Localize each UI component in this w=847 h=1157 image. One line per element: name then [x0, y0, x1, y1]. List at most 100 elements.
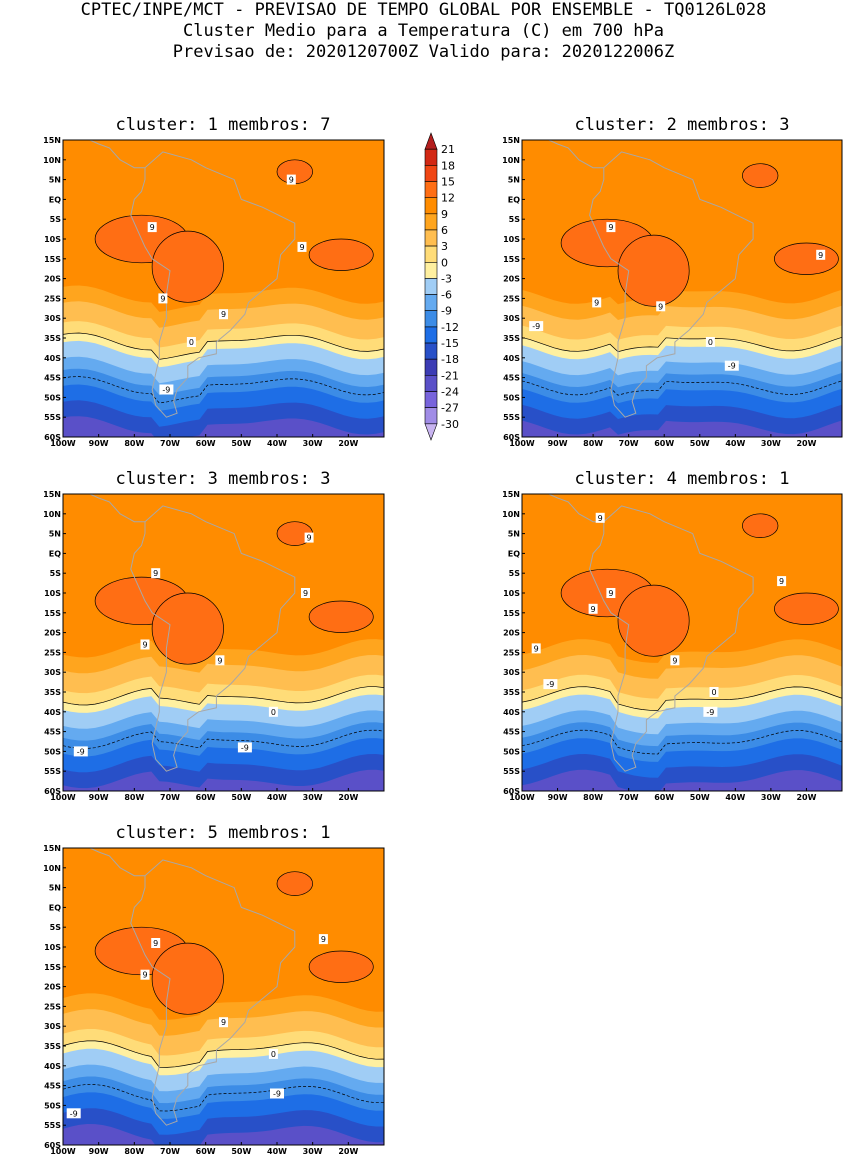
contour-0: [522, 336, 842, 353]
y-tick-label: 45S: [44, 1082, 61, 1091]
central-america-coast: [88, 140, 145, 169]
colorbar-label: -12: [441, 321, 459, 334]
y-tick-label: 60S: [44, 433, 61, 442]
panel-title: cluster: 4 membros: 1: [575, 469, 790, 489]
contour-minus9: [63, 376, 384, 404]
x-tick-label: 40W: [267, 793, 287, 802]
temperature-band: [63, 769, 384, 791]
central-america-coast: [88, 848, 145, 877]
x-tick-label: 100W: [50, 1147, 76, 1156]
contour-label-box: [670, 655, 680, 666]
colorbar-label: 12: [441, 192, 455, 205]
y-tick-label: 55S: [44, 1121, 61, 1130]
colorbar-swatch: [424, 197, 438, 215]
contour-label: 9: [289, 176, 294, 185]
y-tick-label: 60S: [44, 787, 61, 796]
y-tick-label: 25S: [44, 1002, 61, 1011]
figure-header: CPTEC/INPE/MCT - PREVISAO DE TEMPO GLOBA…: [0, 0, 847, 63]
contour-label: 9: [307, 534, 312, 543]
y-tick-label: 5N: [49, 884, 61, 893]
warm-region-9: [308, 950, 374, 983]
coastline: [589, 151, 754, 418]
y-tick-label: EQ: [49, 903, 61, 912]
y-tick-label: 10N: [43, 156, 61, 165]
map-panel-2: 9 9 9 9 -9 0 -9 cluster: 2 membros: 3 15N 10N 5N EQ…: [502, 115, 843, 448]
contour-label-box: [318, 934, 328, 945]
warm-region-9: [308, 600, 374, 633]
contour-label: 9: [608, 223, 613, 232]
map-panel-4: 9 9 9 9 9 9 0 -9 -9 cluster: 4 membros: 1 15N 10N 5N…: [502, 469, 843, 802]
colorbar-swatch: [424, 391, 438, 408]
y-tick-label: 55S: [503, 767, 520, 776]
colorbar-label: -9: [441, 305, 452, 318]
x-tick-label: 40W: [267, 439, 287, 448]
contour-label: 9: [594, 298, 599, 307]
y-tick-label: 5N: [508, 530, 520, 539]
colorbar-label: -30: [441, 418, 459, 431]
panel-frame: [521, 139, 843, 438]
map-panel-3: 9 9 9 9 9 0 -9 -9 cluster: 3 membros: 3 15N 10N 5N E…: [43, 469, 385, 802]
y-tick-label: 20S: [503, 275, 520, 284]
contour-label-box: [151, 938, 161, 948]
contour-label: -9: [706, 708, 714, 717]
contour-label: 9: [658, 302, 663, 311]
y-tick-label: 30S: [44, 1022, 61, 1031]
y-tick-label: 15N: [43, 490, 61, 499]
colorbar-label: 0: [441, 256, 448, 269]
contour-label: 0: [189, 338, 194, 347]
contour-label-box: [268, 706, 278, 717]
contour-label: -9: [241, 743, 249, 752]
contour-label: 9: [598, 514, 603, 523]
y-tick-label: 15S: [44, 963, 61, 972]
y-tick-label: 15S: [44, 609, 61, 618]
panel-frame: [62, 493, 385, 792]
y-tick-label: 40S: [44, 354, 61, 363]
contour-label: 0: [708, 338, 713, 347]
x-tick-label: 70W: [619, 793, 639, 802]
contour-0: [522, 686, 842, 711]
contour-label-box: [595, 512, 605, 523]
x-tick-label: 30W: [761, 793, 781, 802]
contour-label-box: [268, 1048, 278, 1059]
y-tick-label: 50S: [44, 393, 61, 402]
x-tick-label: 30W: [303, 1147, 323, 1156]
contour-label-box: [270, 1088, 284, 1099]
y-tick-label: 10N: [502, 156, 520, 165]
colorbar-label: -24: [441, 386, 459, 399]
x-tick-label: 50W: [231, 793, 251, 802]
y-tick-label: 55S: [44, 767, 61, 776]
contour-label: 9: [142, 971, 147, 980]
y-tick-label: 50S: [503, 747, 520, 756]
x-tick-label: 20W: [338, 1147, 358, 1156]
temperature-band: [63, 1124, 384, 1145]
y-tick-label: 45S: [44, 728, 61, 737]
warm-region-9: [774, 592, 839, 625]
y-tick-label: 40S: [503, 708, 520, 717]
y-tick-label: 5S: [50, 215, 62, 224]
x-tick-label: 40W: [725, 439, 745, 448]
x-tick-label: 50W: [231, 439, 251, 448]
contour-label-box: [529, 321, 544, 332]
colorbar-swatch: [424, 245, 438, 263]
coastline: [130, 151, 296, 418]
x-tick-label: 20W: [338, 439, 358, 448]
colorbar-label: 3: [441, 240, 448, 253]
map-panel-5: 9 9 9 9 0 -9 -9 cluster: 5 membros: 1 15N 10N 5N EQ…: [43, 823, 385, 1156]
warm-region-9: [617, 234, 690, 307]
panel-title: cluster: 1 membros: 7: [116, 115, 331, 135]
contour-label: -9: [532, 322, 540, 331]
colorbar-swatch: [424, 213, 438, 231]
x-tick-label: 60W: [654, 439, 674, 448]
x-tick-label: 60W: [196, 793, 216, 802]
colorbar-label: -18: [441, 353, 459, 366]
y-tick-label: 5S: [50, 923, 62, 932]
x-tick-label: 90W: [89, 1147, 109, 1156]
contour-label-box: [724, 360, 739, 371]
colorbar-swatch: [424, 358, 438, 376]
warm-region-9: [276, 871, 313, 896]
warm-region-9: [617, 584, 690, 657]
x-tick-label: 50W: [231, 1147, 251, 1156]
y-tick-label: 35S: [44, 1042, 61, 1051]
x-tick-label: 20W: [796, 793, 816, 802]
y-tick-label: 50S: [503, 393, 520, 402]
